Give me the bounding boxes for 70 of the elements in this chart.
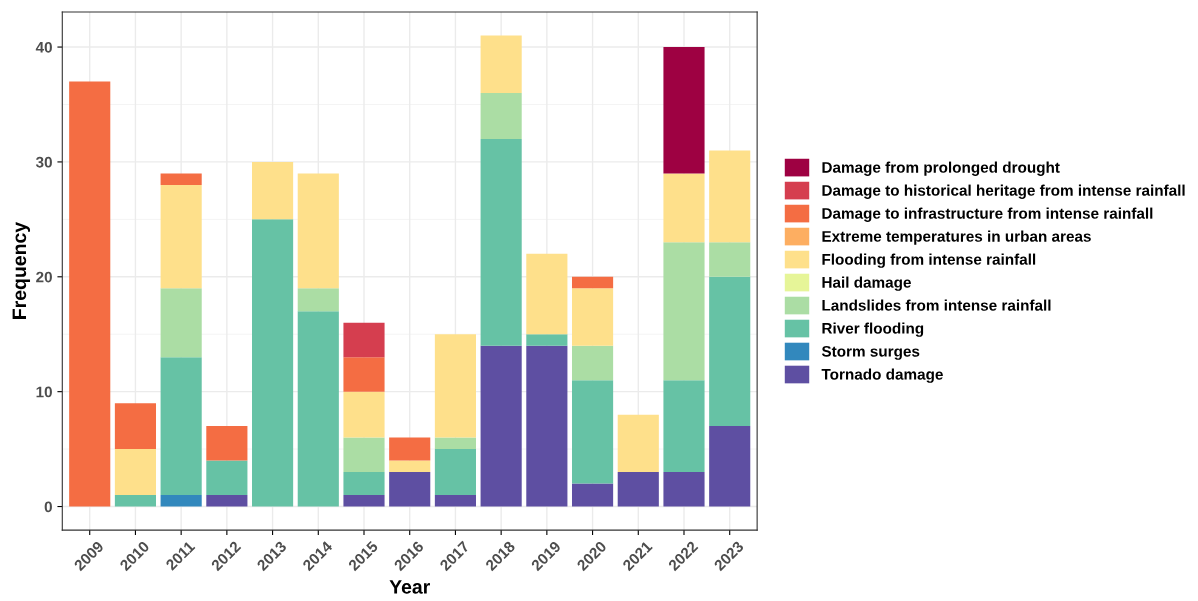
bar	[252, 161, 294, 220]
legend-label: Damage from prolonged drought	[822, 161, 1060, 176]
bar	[114, 495, 157, 507]
bar	[389, 437, 431, 461]
legend-label: Landslides from intense rainfall	[822, 299, 1051, 311]
y-tick-label: 40	[35, 41, 52, 53]
bar	[572, 276, 614, 289]
bar	[343, 391, 385, 438]
legend-label: River flooding	[822, 322, 924, 337]
bar	[709, 426, 751, 507]
y-tick-label: 0	[44, 501, 52, 513]
bar	[480, 345, 522, 507]
bar	[297, 173, 339, 289]
bar	[480, 35, 522, 93]
bar	[343, 437, 385, 473]
bar	[343, 472, 385, 496]
bar	[709, 276, 751, 427]
y-tick-label: 10	[36, 386, 52, 398]
bar	[617, 472, 659, 507]
bar	[434, 334, 476, 438]
bar	[160, 173, 202, 185]
bar	[434, 437, 476, 450]
bar	[709, 150, 751, 243]
bar	[663, 173, 705, 243]
bar	[206, 460, 248, 496]
bar	[114, 403, 157, 450]
bar	[526, 334, 568, 346]
bar	[572, 483, 614, 507]
bar	[709, 242, 751, 277]
bar	[572, 380, 614, 484]
legend-label: Damage to infrastructure from intense rainfall	[822, 207, 1153, 222]
bar	[343, 357, 385, 392]
bar	[663, 380, 705, 473]
bar	[663, 242, 705, 381]
bar	[434, 449, 476, 496]
bar	[297, 288, 339, 312]
bar	[297, 311, 339, 507]
bar	[572, 288, 614, 346]
bar	[572, 345, 614, 381]
bar	[526, 253, 568, 335]
legend-label: Storm surges	[821, 345, 920, 360]
legend-label: Damage to historical heritage from intense rainfall	[822, 184, 1185, 199]
bar	[526, 345, 568, 507]
legend-label: Hail damage	[822, 276, 911, 291]
bar	[480, 93, 522, 139]
bar	[160, 288, 202, 358]
bar	[114, 449, 157, 496]
legend-label: Tornado damage	[821, 368, 943, 383]
x-axis-title: Year	[389, 580, 430, 594]
bar	[389, 460, 431, 473]
bar	[206, 495, 248, 507]
y-tick-label: 20	[36, 271, 52, 283]
legend-label: Extreme temperatures in urban areas	[822, 230, 1091, 245]
bar	[206, 426, 248, 461]
bar	[69, 81, 111, 507]
bar	[434, 495, 476, 507]
bar	[343, 322, 385, 358]
bar	[160, 495, 202, 507]
y-tick-label: 30	[35, 156, 52, 168]
bar	[160, 357, 202, 496]
bar	[389, 472, 431, 507]
bar	[663, 472, 705, 507]
y-axis-title: Frequency	[12, 221, 31, 319]
bar	[160, 184, 202, 289]
bar	[480, 138, 522, 346]
legend-label: Flooding from intense rainfall	[822, 253, 1036, 268]
bar	[252, 219, 294, 507]
bar	[343, 495, 385, 507]
bar	[663, 47, 705, 174]
bar	[617, 414, 659, 473]
